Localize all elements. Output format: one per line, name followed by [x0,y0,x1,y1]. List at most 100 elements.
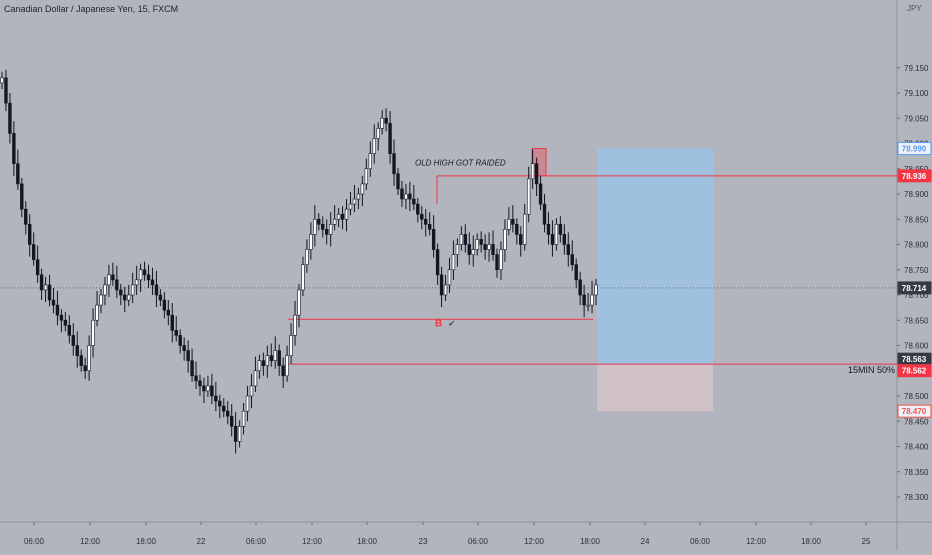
y-tick-label-6: 78.600 [904,342,929,351]
candle-body-68 [269,355,273,361]
candle-body-148 [586,304,590,307]
candle-body-15 [59,314,64,321]
candle-body-115 [455,244,460,255]
chart-title: Canadian Dollar / Japanese Yen, 15, FXCM [4,4,179,14]
candle-body-127 [503,229,507,250]
candle-body-119 [471,249,475,255]
candle-body-77 [305,249,309,266]
candle-body-65 [257,360,262,372]
price-marker-label-1: 78.936 [902,172,927,181]
candle-body-49 [194,375,198,382]
candle-body-133 [526,178,531,215]
annotation-old-high: OLD HIGH GOT RAIDED [415,159,506,168]
candle-body-18 [71,335,75,346]
candle-body-14 [55,304,60,316]
y-tick-label-15: 79.050 [904,114,929,123]
candle-body-78 [309,234,313,250]
candle-body-107 [424,218,428,225]
y-tick-label-7: 78.650 [904,316,929,325]
x-tick-label-13: 12:00 [746,537,767,546]
candle-body-142 [562,234,567,245]
candle-body-16 [63,319,68,326]
candle-body-59 [233,425,238,442]
y-tick-label-12: 78.900 [904,190,929,199]
position-target-zone [597,148,713,365]
y-tick-label-2: 78.400 [904,443,929,452]
candle-body-112 [443,284,448,296]
candle-body-90 [356,193,361,200]
candle-body-34 [134,279,139,286]
candle-body-109 [431,229,436,250]
candle-body-103 [408,193,412,200]
candle-body-138 [546,224,551,235]
candle-body-74 [293,314,297,336]
candle-body-113 [447,269,452,286]
price-marker-2 [897,281,932,295]
price-marker-1 [897,169,932,183]
candle-body-76 [301,264,305,291]
x-tick-label-8: 06:00 [468,537,489,546]
candle-body-56 [222,405,226,412]
candle-body-131 [519,234,523,245]
candle-body-67 [265,355,270,367]
candle-body-150 [594,284,598,296]
candle-body-24 [95,304,99,321]
y-tick-label-11: 78.850 [904,215,929,224]
candle-body-129 [511,218,515,225]
candle-body-61 [241,410,246,427]
candle-body-96 [380,117,384,129]
annotation-fifty-percent: 15MIN 50% [848,365,895,375]
candle-body-92 [364,168,369,185]
candle-body-11 [43,284,48,291]
candle-body-63 [249,385,254,397]
candle-body-62 [245,395,250,412]
x-tick-label-15: 25 [862,537,871,546]
price-marker-label-5: 78.470 [902,407,927,416]
candle-body-105 [416,203,420,215]
candle-body-87 [344,208,349,220]
candle-body-7 [28,224,32,245]
candle-body-108 [427,224,432,230]
candle-body-5 [20,183,24,210]
candle-body-72 [285,355,289,377]
candle-body-19 [75,345,79,356]
y-tick-label-13: 78.950 [904,165,929,174]
candle-body-139 [550,234,555,245]
candle-body-120 [475,239,479,250]
candle-body-37 [146,274,151,281]
candle-body-111 [439,274,444,296]
candle-body-79 [313,218,317,235]
position-stop-zone [597,364,713,412]
candle-body-32 [127,294,131,301]
x-tick-label-10: 18:00 [580,537,601,546]
candle-body-106 [420,213,424,220]
y-tick-label-4: 78.500 [904,392,929,401]
y-tick-label-9: 78.750 [904,266,929,275]
candle-body-8 [31,244,36,260]
candle-body-85 [336,213,341,220]
candle-body-110 [435,249,440,276]
candle-body-43 [170,314,174,331]
candle-body-149 [590,294,594,306]
candle-body-89 [352,198,357,205]
candle-body-41 [162,299,167,311]
currency-label: JPY [907,4,922,13]
candle-body-57 [226,410,230,417]
candle-body-80 [317,218,321,225]
candle-body-81 [321,224,325,230]
y-tick-label-17: 79.150 [904,64,929,73]
y-tick-label-1: 78.350 [904,468,929,477]
candle-body-22 [87,345,91,372]
x-tick-label-4: 06:00 [246,537,267,546]
candle-body-146 [578,279,582,296]
candle-body-94 [372,138,376,154]
candle-body-118 [467,244,471,255]
x-tick-label-3: 22 [197,537,206,546]
candle-body-83 [328,224,333,235]
candle-body-4 [16,163,20,185]
candle-body-35 [138,269,143,281]
candle-body-144 [570,254,574,266]
candle-body-39 [154,284,159,296]
x-tick-label-2: 18:00 [136,537,157,546]
